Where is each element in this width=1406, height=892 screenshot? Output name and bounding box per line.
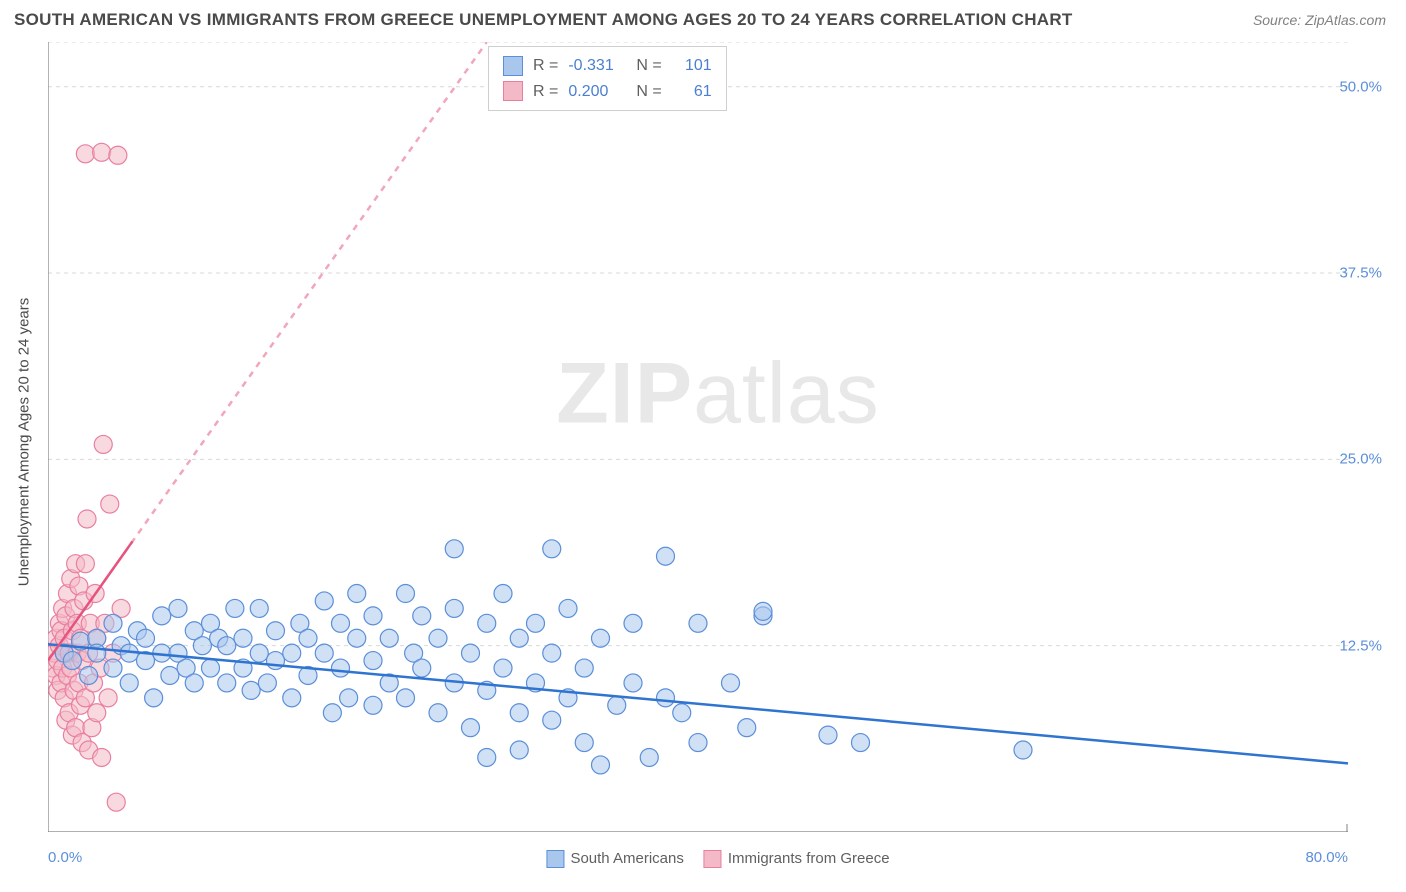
scatter-plot bbox=[48, 42, 1348, 832]
legend-swatch bbox=[503, 81, 523, 101]
chart-area: Unemployment Among Ages 20 to 24 years Z… bbox=[48, 42, 1388, 842]
y-tick-label: 50.0% bbox=[1339, 78, 1382, 95]
y-axis-label: Unemployment Among Ages 20 to 24 years bbox=[16, 298, 33, 587]
source-label: Source: ZipAtlas.com bbox=[1253, 12, 1386, 28]
legend-swatch bbox=[503, 56, 523, 76]
x-axis-max-label: 80.0% bbox=[1305, 849, 1348, 866]
y-tick-label: 37.5% bbox=[1339, 265, 1382, 282]
n-value: 61 bbox=[672, 79, 712, 105]
y-tick-label: 12.5% bbox=[1339, 637, 1382, 654]
r-label: R = bbox=[533, 79, 558, 105]
legend-swatch bbox=[546, 850, 564, 868]
r-value: 0.200 bbox=[568, 79, 626, 105]
bottom-legend: South Americans Immigrants from Greece bbox=[546, 850, 889, 868]
legend-label: Immigrants from Greece bbox=[728, 850, 890, 867]
stats-row: R = 0.200 N = 61 bbox=[503, 79, 712, 105]
n-value: 101 bbox=[672, 53, 712, 79]
n-label: N = bbox=[636, 79, 661, 105]
r-value: -0.331 bbox=[568, 53, 626, 79]
stats-row: R = -0.331 N = 101 bbox=[503, 53, 712, 79]
n-label: N = bbox=[636, 53, 661, 79]
legend-label: South Americans bbox=[570, 850, 683, 867]
legend-item: Immigrants from Greece bbox=[704, 850, 890, 868]
chart-title: SOUTH AMERICAN VS IMMIGRANTS FROM GREECE… bbox=[14, 10, 1073, 30]
r-label: R = bbox=[533, 53, 558, 79]
legend-item: South Americans bbox=[546, 850, 683, 868]
legend-swatch bbox=[704, 850, 722, 868]
x-axis-origin-label: 0.0% bbox=[48, 849, 82, 866]
y-tick-label: 25.0% bbox=[1339, 451, 1382, 468]
stats-legend-box: R = -0.331 N = 101 R = 0.200 N = 61 bbox=[488, 46, 727, 111]
